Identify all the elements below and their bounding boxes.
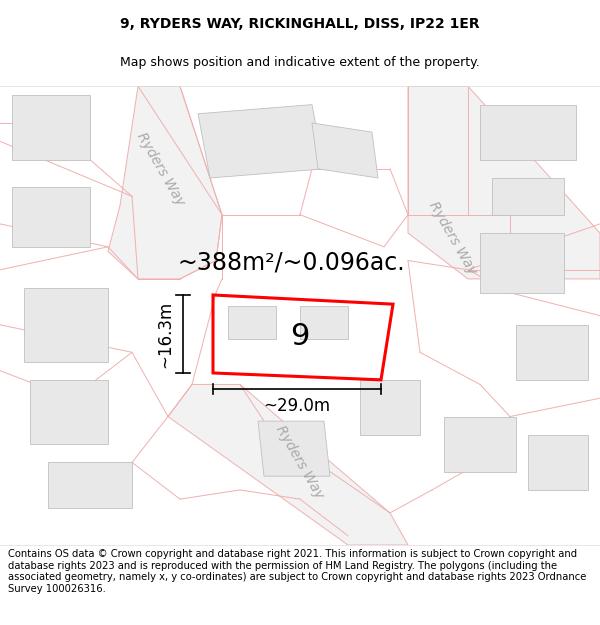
- Polygon shape: [516, 325, 588, 380]
- Polygon shape: [12, 187, 90, 247]
- Text: 9: 9: [290, 322, 310, 351]
- Polygon shape: [360, 380, 420, 435]
- Polygon shape: [168, 384, 408, 545]
- Polygon shape: [408, 86, 600, 279]
- Polygon shape: [444, 416, 516, 472]
- Polygon shape: [312, 123, 378, 178]
- Polygon shape: [108, 86, 222, 279]
- Polygon shape: [258, 421, 330, 476]
- Text: ~29.0m: ~29.0m: [263, 398, 331, 416]
- Text: Contains OS data © Crown copyright and database right 2021. This information is : Contains OS data © Crown copyright and d…: [8, 549, 586, 594]
- Polygon shape: [492, 178, 564, 215]
- Polygon shape: [30, 380, 108, 444]
- Polygon shape: [24, 288, 108, 361]
- Text: Ryders Way: Ryders Way: [134, 130, 187, 208]
- Polygon shape: [198, 104, 324, 178]
- Polygon shape: [528, 435, 588, 490]
- Text: Ryders Way: Ryders Way: [274, 423, 326, 501]
- Text: ~388m²/~0.096ac.: ~388m²/~0.096ac.: [177, 251, 404, 275]
- Text: 9, RYDERS WAY, RICKINGHALL, DISS, IP22 1ER: 9, RYDERS WAY, RICKINGHALL, DISS, IP22 1…: [120, 17, 480, 31]
- Text: Map shows position and indicative extent of the property.: Map shows position and indicative extent…: [120, 56, 480, 69]
- Polygon shape: [480, 104, 576, 159]
- Polygon shape: [300, 306, 348, 339]
- Polygon shape: [48, 462, 132, 508]
- Text: Ryders Way: Ryders Way: [427, 199, 479, 277]
- Polygon shape: [12, 96, 90, 159]
- Polygon shape: [480, 233, 564, 292]
- Polygon shape: [228, 306, 276, 339]
- Text: ~16.3m: ~16.3m: [156, 301, 174, 368]
